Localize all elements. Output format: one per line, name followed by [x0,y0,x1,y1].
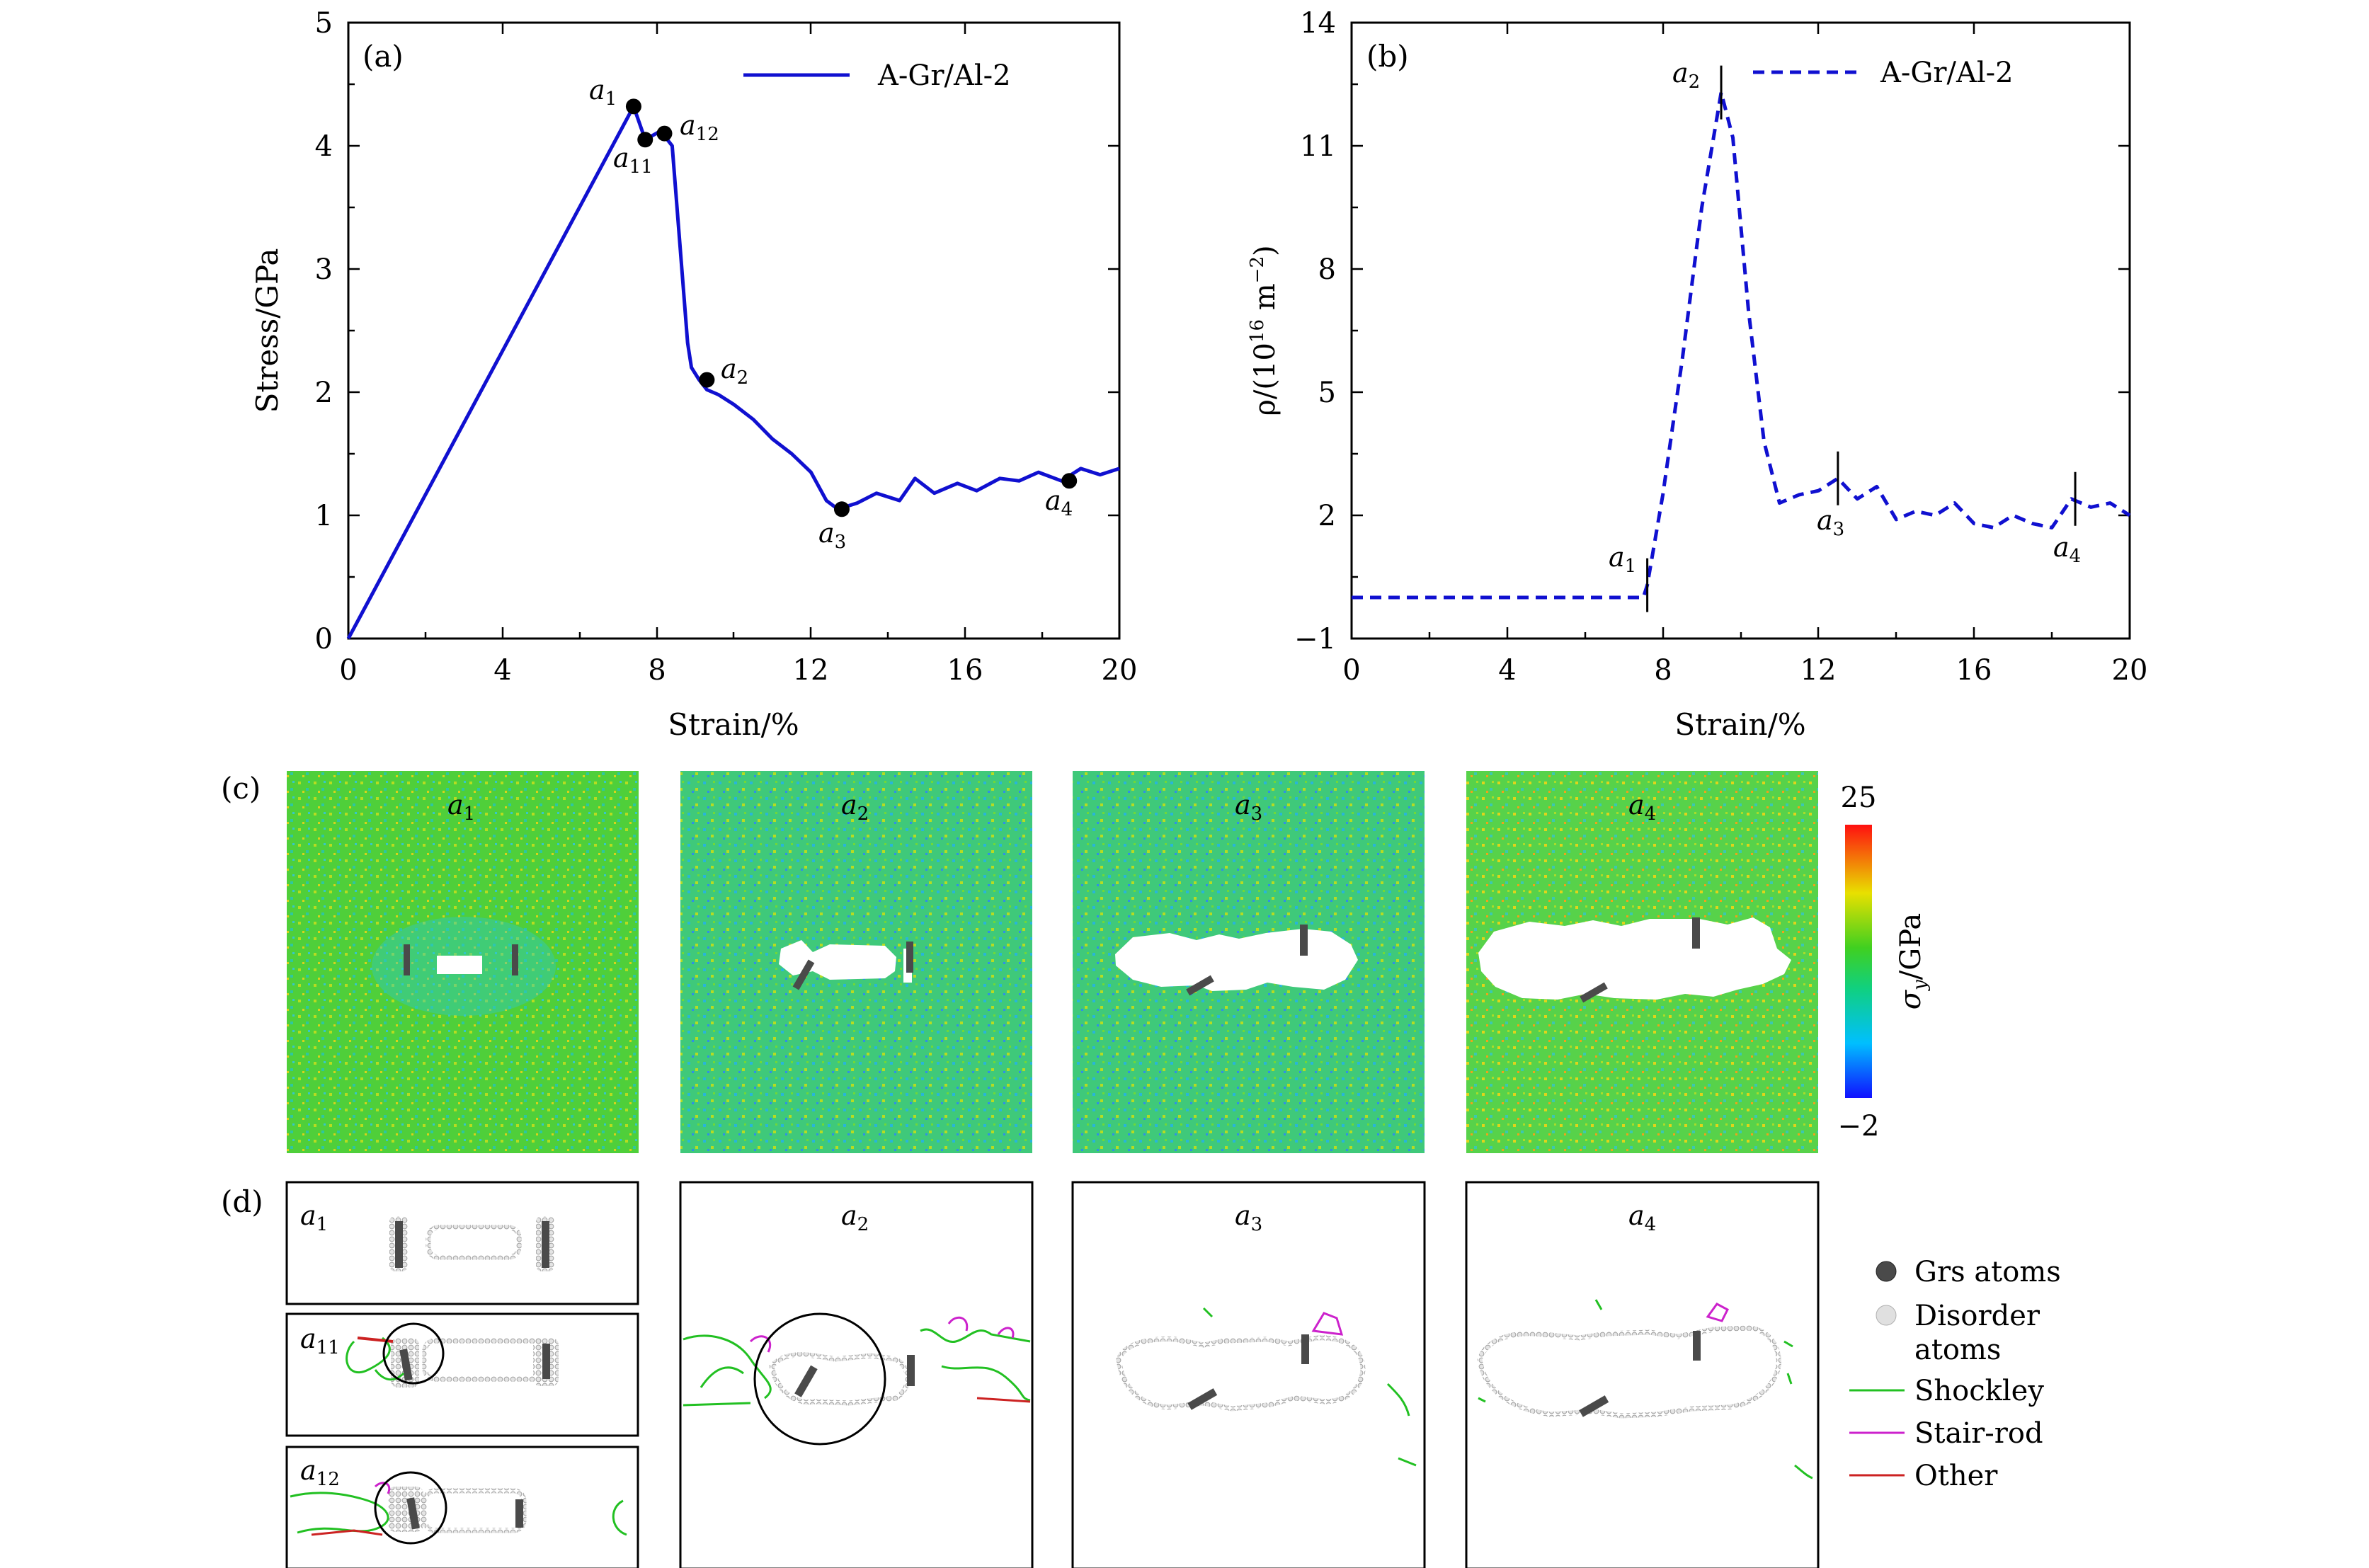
panel-b-ytick-3: 8 [1318,253,1336,286]
panel-b-xlabel: Strain/% [1674,707,1805,742]
panel-a-marker-a3 [833,501,850,517]
panel-d-legend: Grs atoms Disorder atoms Shockley Stair-… [1849,1256,2061,1492]
colorbar-min: −2 [1838,1110,1880,1143]
dislocation-snapshot-a11-label: a11 [300,1323,340,1358]
panel-b-point-label-a1: a1 [1609,542,1636,577]
panel-a-ticks [347,21,1121,640]
dislocation-snapshot-a3: a3 [1071,1181,1426,1568]
panel-a-point-label-a4: a4 [1045,485,1073,520]
panel-a-marker-a12 [656,125,673,142]
panel-b-point-label-a2: a2 [1672,57,1700,93]
panel-b-ytick-4: 11 [1300,130,1336,163]
panel-a-xlabel: Strain/% [668,707,799,742]
panel-d-label: (d) [221,1184,263,1219]
dislocation-snapshot-a4: a4 [1465,1181,1820,1568]
panel-a-ytick-2: 2 [315,377,333,409]
panel-a-xtick-5: 20 [1102,654,1138,687]
panel-a-series-line [346,104,1120,640]
panel-c-label: (c) [221,771,261,806]
dislocation-snapshot-a2: a2 [679,1181,1034,1568]
panel-b-legend: A-Gr/Al-2 [1753,57,2014,89]
stress-snapshot-a2: a2 [680,771,1032,1153]
panel-b-ytick-2: 5 [1318,377,1336,409]
panel-b-ytick-1: 2 [1318,500,1336,532]
panel-a-xtick-0: 0 [339,654,357,687]
stress-snapshot-a4: a4 [1466,771,1818,1153]
panel-b-ytick-0: −1 [1294,623,1336,656]
panel-b-plot [1352,65,2131,612]
legend-grs-marker [1876,1261,1897,1282]
panel-a-ytick-4: 4 [315,130,333,163]
panel-a-point-label-a11: a11 [613,142,653,178]
panel-b-xtick-1: 4 [1498,654,1516,687]
panel-a-xtick-3: 12 [793,654,829,687]
panel-a-marker-a1 [625,98,641,115]
panel-a-plot [346,98,1120,640]
panel-b-xtick-4: 16 [1956,654,1992,687]
dislocation-snapshot-a12: a12 [285,1446,639,1568]
panel-b-legend-label: A-Gr/Al-2 [1880,57,2014,89]
panel-b: 0 4 8 12 16 20 −1 2 5 8 11 14 Strain/% ρ… [1247,7,2147,742]
panel-a-ytick-0: 0 [315,623,333,656]
legend-disorder-label-1: Disorder [1914,1300,2040,1332]
stress-snapshot-a3: a3 [1073,771,1425,1153]
panel-a-point-label-a2: a2 [721,353,748,389]
panel-a-xtick-1: 4 [493,654,511,687]
panel-a: 0 4 8 12 16 20 0 1 2 3 4 5 Strain/% Stre… [250,7,1137,742]
panel-b-xtick-5: 20 [2112,654,2148,687]
panel-a-xtick-2: 8 [648,654,666,687]
panel-c: (c) a1 a2 a3 [221,771,1931,1153]
legend-stair-rod-label: Stair-rod [1914,1417,2043,1450]
panel-a-point-label-a12: a12 [680,110,719,145]
stress-snapshot-a2-label: a2 [841,789,869,825]
panel-b-label: (b) [1366,39,1409,74]
panel-b-point-label-a3: a3 [1817,505,1844,540]
panel-a-label: (a) [363,39,404,74]
panel-a-marker-a4 [1061,473,1078,489]
stress-snapshot-a4-label: a4 [1628,789,1656,825]
colorbar-max: 25 [1841,782,1877,814]
panel-b-xtick-3: 12 [1800,654,1837,687]
dislocation-snapshot-a2-label: a2 [841,1200,869,1235]
panel-a-point-label-a1: a1 [589,74,617,110]
panel-b-xtick-0: 0 [1342,654,1360,687]
colorbar: 25 −2 σy/GPa [1838,782,1931,1143]
panel-a-legend-label: A-Gr/Al-2 [877,59,1011,92]
dislocation-snapshot-a1: a1 [285,1181,639,1305]
legend-disorder-marker [1876,1305,1897,1326]
panel-a-ytick-5: 5 [315,7,333,40]
panel-b-ytick-5: 14 [1300,7,1336,40]
panel-a-point-label-a3: a3 [818,517,846,553]
dislocation-snapshot-a4-label: a4 [1628,1200,1656,1235]
dislocation-snapshot-a3-label: a3 [1235,1200,1262,1235]
dislocation-snapshot-a1-label: a1 [300,1200,328,1235]
panel-b-series-line [1352,91,2131,600]
panel-b-xtick-2: 8 [1654,654,1672,687]
dislocation-snapshot-a11: a11 [285,1312,639,1437]
panel-b-ticks [1350,21,2131,640]
panel-a-ylabel: Stress/GPa [250,248,285,413]
panel-a-marker-a11 [637,132,653,148]
colorbar-label: σy/GPa [1895,913,1931,1009]
stress-snapshot-a3-label: a3 [1235,789,1262,825]
legend-shockley-label: Shockley [1914,1375,2044,1407]
legend-grs-label: Grs atoms [1914,1256,2061,1288]
stress-snapshot-a1: a1 [287,771,639,1153]
colorbar-gradient [1845,825,1872,1098]
panel-a-frame [347,21,1121,640]
panel-b-frame [1350,21,2131,640]
panel-a-marker-a2 [699,372,715,388]
stress-snapshot-a1-label: a1 [447,789,475,825]
panel-a-ytick-1: 1 [315,500,333,532]
panel-d: (d) a1 a11 [221,1181,2061,1568]
panel-b-ylabel: ρ/(1016 m−2) [1247,245,1281,416]
legend-other-label: Other [1914,1460,1998,1492]
panel-b-point-label-a4: a4 [2053,532,2081,567]
dislocation-snapshot-a12-label: a12 [300,1455,340,1490]
panel-a-ytick-3: 3 [315,253,333,286]
panel-a-xtick-4: 16 [947,654,983,687]
panel-a-legend: A-Gr/Al-2 [743,59,1011,92]
legend-disorder-label-2: atoms [1914,1334,2001,1366]
